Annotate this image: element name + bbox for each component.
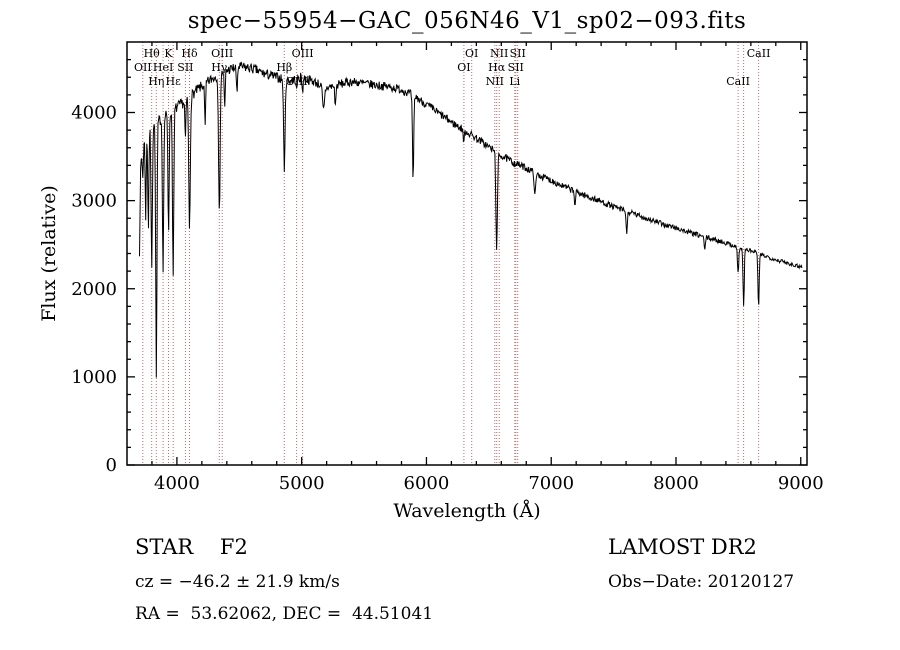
spectral-line-label: SII <box>510 47 526 60</box>
y-tick-label: 1000 <box>71 367 117 388</box>
plot-frame <box>126 41 808 466</box>
x-tick-label: 7000 <box>528 473 574 494</box>
survey-release-label: LAMOST DR2 <box>608 535 757 559</box>
spectral-line-label: CaII <box>726 75 750 88</box>
x-axis-label: Wavelength (Å) <box>393 500 540 522</box>
x-tick-label: 8000 <box>653 473 699 494</box>
spectral-line-label: CaII <box>747 47 771 60</box>
y-axis-label: Flux (relative) <box>38 185 60 322</box>
spectrum-plot: OIIHθHηHeIKHεSIIHδHγOIIIHβOIIIOIIIOIOINI… <box>38 41 824 522</box>
spectral-line-label: NII <box>486 75 504 88</box>
spectral-line-label: OI <box>465 47 478 60</box>
spectral-line-label: SII <box>177 61 193 74</box>
spectral-line-label: OIII <box>292 47 314 60</box>
spectral-line-label: Hα <box>488 61 506 74</box>
flux-spectrum-curve <box>139 61 803 378</box>
spectral-line-label: Hδ <box>181 47 198 60</box>
spectral-line-label: Li <box>509 75 520 88</box>
chart-title: spec−55954−GAC_056N46_V1_sp02−093.fits <box>187 8 747 34</box>
x-tick-label: 5000 <box>279 473 325 494</box>
spectral-line-label: HeI <box>153 61 173 74</box>
spectral-line-label: Hγ <box>211 61 228 74</box>
spectral-line-label: NII <box>490 47 508 60</box>
x-tick-label: 6000 <box>404 473 450 494</box>
spectral-line-label: Hθ <box>144 47 161 60</box>
y-tick-label: 2000 <box>71 279 117 300</box>
spectral-line-label: Hε <box>166 75 182 88</box>
obs-date-label: Obs−Date: 20120127 <box>608 572 795 592</box>
spectral-line-label: OIII <box>286 75 308 88</box>
spectral-line-label: Hη <box>148 75 164 88</box>
y-tick-label: 3000 <box>71 191 117 212</box>
spectral-line-label: OII <box>134 61 152 74</box>
spectral-line-label: OIII <box>211 47 233 60</box>
spectral-line-label: K <box>164 47 173 60</box>
spectral-line-label: OI <box>457 61 470 74</box>
x-tick-label: 4000 <box>154 473 200 494</box>
y-tick-label: 4000 <box>71 103 117 124</box>
spectral-line-label: Hβ <box>276 61 292 74</box>
object-class-label: STAR F2 <box>135 535 248 559</box>
spectral-line-label: SII <box>508 61 524 74</box>
x-tick-label: 9000 <box>778 473 824 494</box>
cz-velocity-label: cz = −46.2 ± 21.9 km/s <box>135 572 340 592</box>
ra-dec-label: RA = 53.62062, DEC = 44.51041 <box>135 604 434 624</box>
y-tick-label: 0 <box>106 455 117 476</box>
